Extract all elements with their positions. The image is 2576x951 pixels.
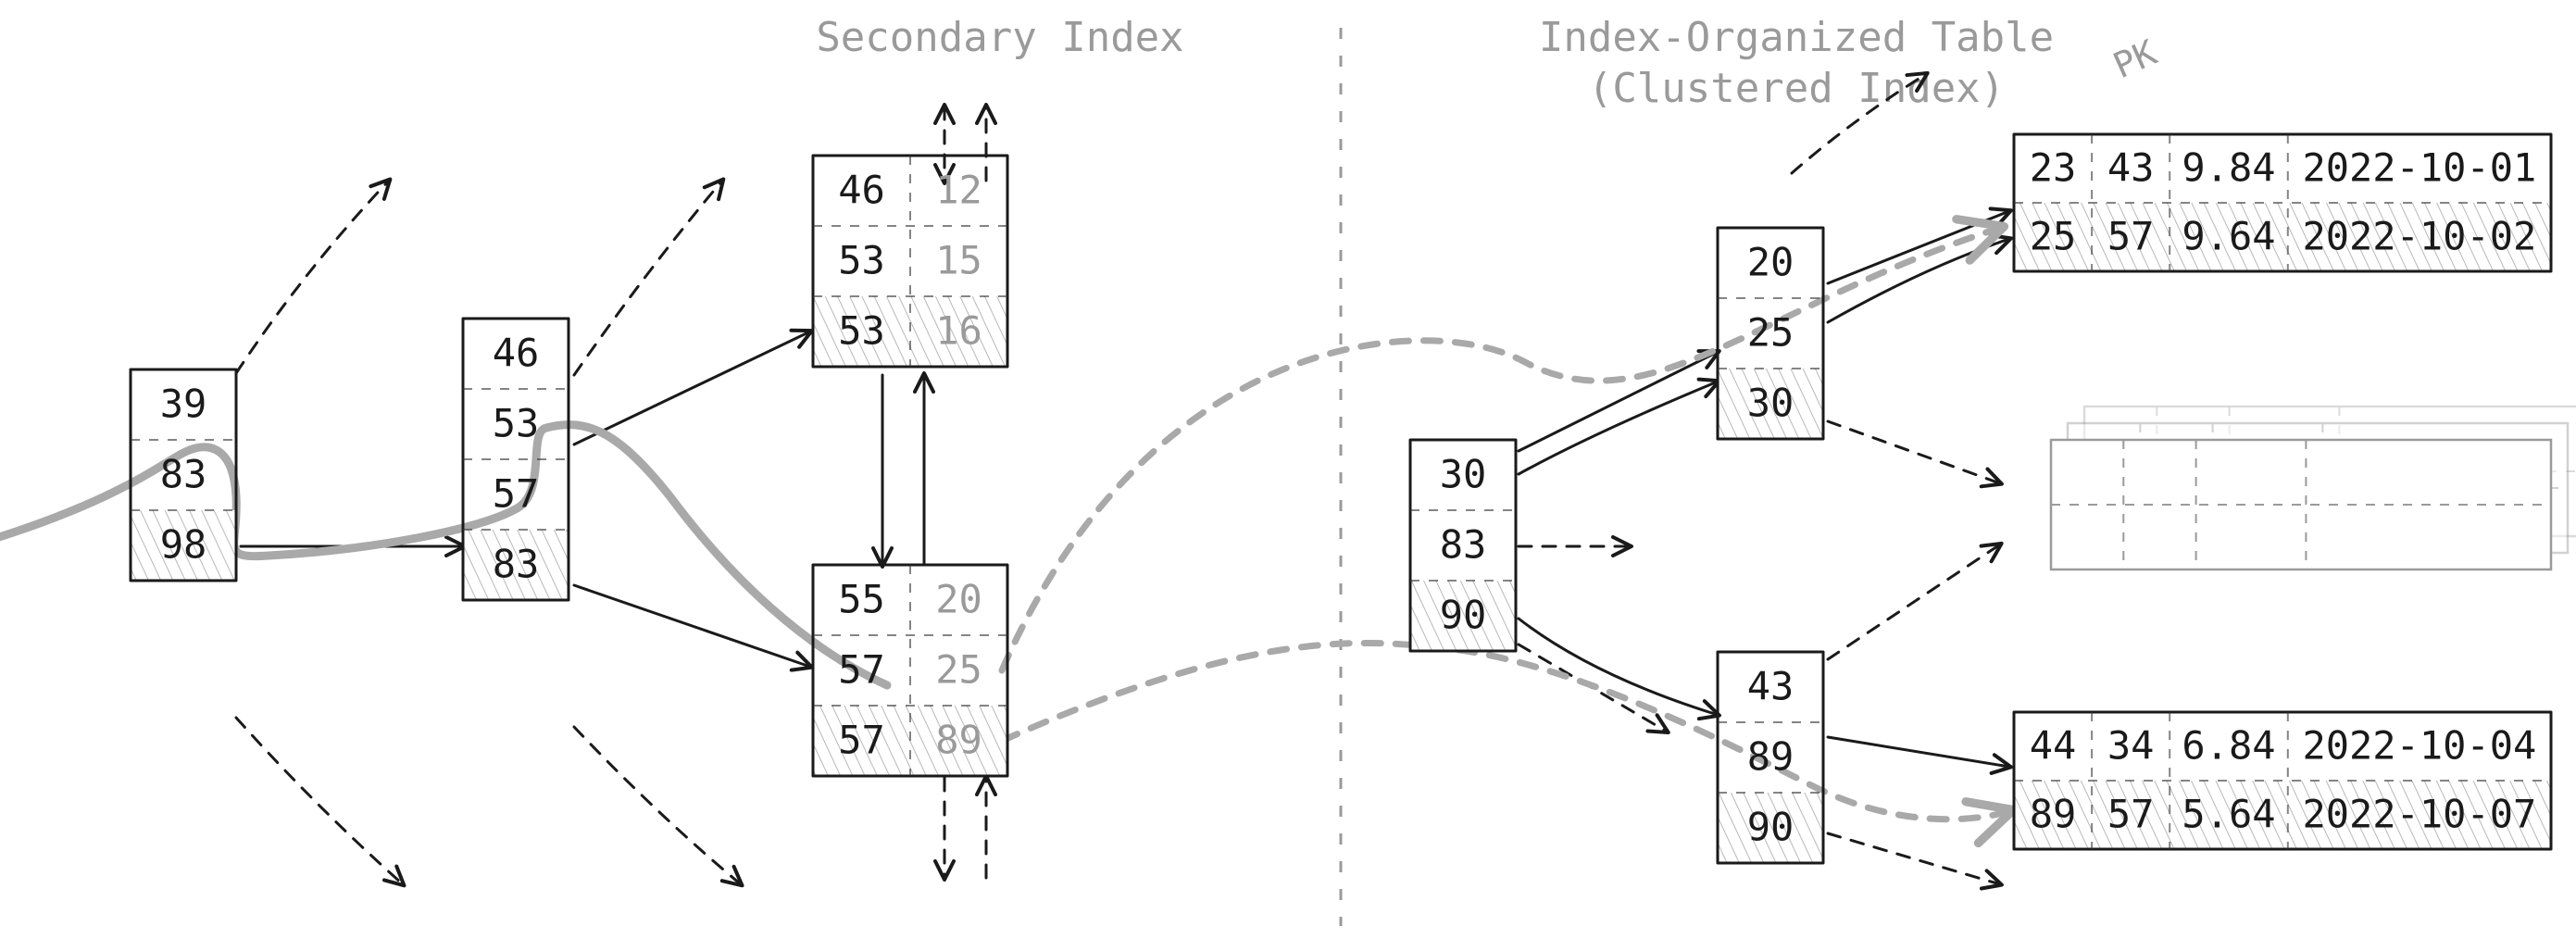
table-cell: 43	[2107, 144, 2155, 190]
table-cell: 2022-10-01	[2302, 144, 2536, 190]
pointer-arrow	[574, 727, 741, 884]
node-cell: 90	[1440, 593, 1487, 638]
node-cell: 16	[935, 308, 982, 354]
tree-node: 43 89 90	[1718, 652, 1823, 863]
lookup-path	[1002, 643, 2009, 819]
node-cell: 53	[838, 238, 885, 283]
node-cell: 15	[935, 238, 982, 283]
table-cell: 57	[2107, 213, 2155, 258]
table-cell: 2022-10-04	[2302, 722, 2536, 768]
node-cell: 53	[838, 308, 885, 354]
table-cell: 23	[2030, 144, 2077, 190]
diagram-title: Secondary Index	[816, 14, 1183, 61]
tree-node: 23 43 9.84 2022-10-01 25 57 9.64 2022-10-02	[2014, 134, 2551, 271]
node-cell: 39	[160, 382, 207, 427]
node-cell: 12	[935, 168, 982, 213]
pointer-arrow	[1828, 421, 2000, 483]
node-cell: 57	[838, 647, 885, 693]
pointer-arrow	[574, 585, 810, 667]
tree-node: 44 34 6.84 2022-10-04 89 57 5.64 2022-10-07	[2014, 712, 2551, 849]
pk-label: PK	[2107, 31, 2163, 86]
pointer-arrow	[236, 181, 389, 373]
node-cell: 43	[1747, 664, 1794, 709]
pointer-arrow	[1519, 352, 1718, 451]
pointer-arrow	[1828, 544, 2000, 659]
pointer-arrow	[1828, 833, 2000, 884]
node-cell: 20	[1747, 240, 1794, 285]
node-cell: 46	[838, 168, 885, 213]
diagram-title: (Clustered Index)	[1588, 65, 2005, 112]
tree-node: 46 12 53 15 53 16	[813, 156, 1007, 367]
tree-node: 55 20 57 25 57 89	[813, 565, 1007, 776]
node-cell: 30	[1747, 381, 1794, 426]
pointer-arrow	[1828, 737, 2009, 767]
table-cell: 44	[2030, 722, 2077, 768]
pointer-arrow	[574, 181, 722, 375]
table-cell: 89	[2030, 791, 2077, 836]
pointer-arrow	[1519, 382, 1718, 474]
node-cell: 89	[935, 718, 982, 763]
node-cell: 83	[160, 452, 207, 497]
node-cell: 25	[1747, 310, 1794, 356]
node-cell: 30	[1440, 452, 1487, 497]
table-cell: 25	[2030, 213, 2077, 258]
node-cell: 98	[160, 522, 207, 568]
table-stack	[2051, 407, 2576, 569]
node-cell: 46	[493, 331, 540, 376]
node-cell: 83	[493, 542, 540, 587]
table-cell: 5.64	[2182, 791, 2275, 836]
table-cell: 34	[2107, 722, 2155, 768]
pointer-arrow	[1828, 239, 2009, 322]
table-cell: 57	[2107, 791, 2155, 836]
tree-node: 46 53 57 83	[463, 319, 569, 600]
node-cell: 57	[838, 718, 885, 763]
node-cell: 20	[935, 577, 982, 622]
table-cell: 2022-10-07	[2302, 791, 2536, 836]
pointer-arrow	[574, 332, 810, 444]
pointer-arrow	[236, 718, 403, 884]
pointer-arrow	[1519, 619, 1718, 715]
node-cell: 53	[493, 401, 540, 446]
table-cell: 2022-10-02	[2302, 213, 2536, 258]
table-cell: 9.84	[2182, 144, 2275, 190]
node-cell: 57	[493, 471, 540, 517]
tree-node: 20 25 30	[1718, 228, 1823, 439]
node-cell: 55	[838, 577, 885, 622]
table-cell: 9.64	[2182, 213, 2275, 258]
node-cell: 90	[1747, 805, 1794, 850]
tree-node: 30 83 90	[1410, 440, 1516, 651]
node-cell: 25	[935, 647, 982, 693]
node-cell: 89	[1747, 734, 1794, 780]
table-cell: 6.84	[2182, 722, 2275, 768]
node-cell: 83	[1440, 522, 1487, 568]
diagram-title: Index-Organized Table	[1539, 14, 2054, 61]
